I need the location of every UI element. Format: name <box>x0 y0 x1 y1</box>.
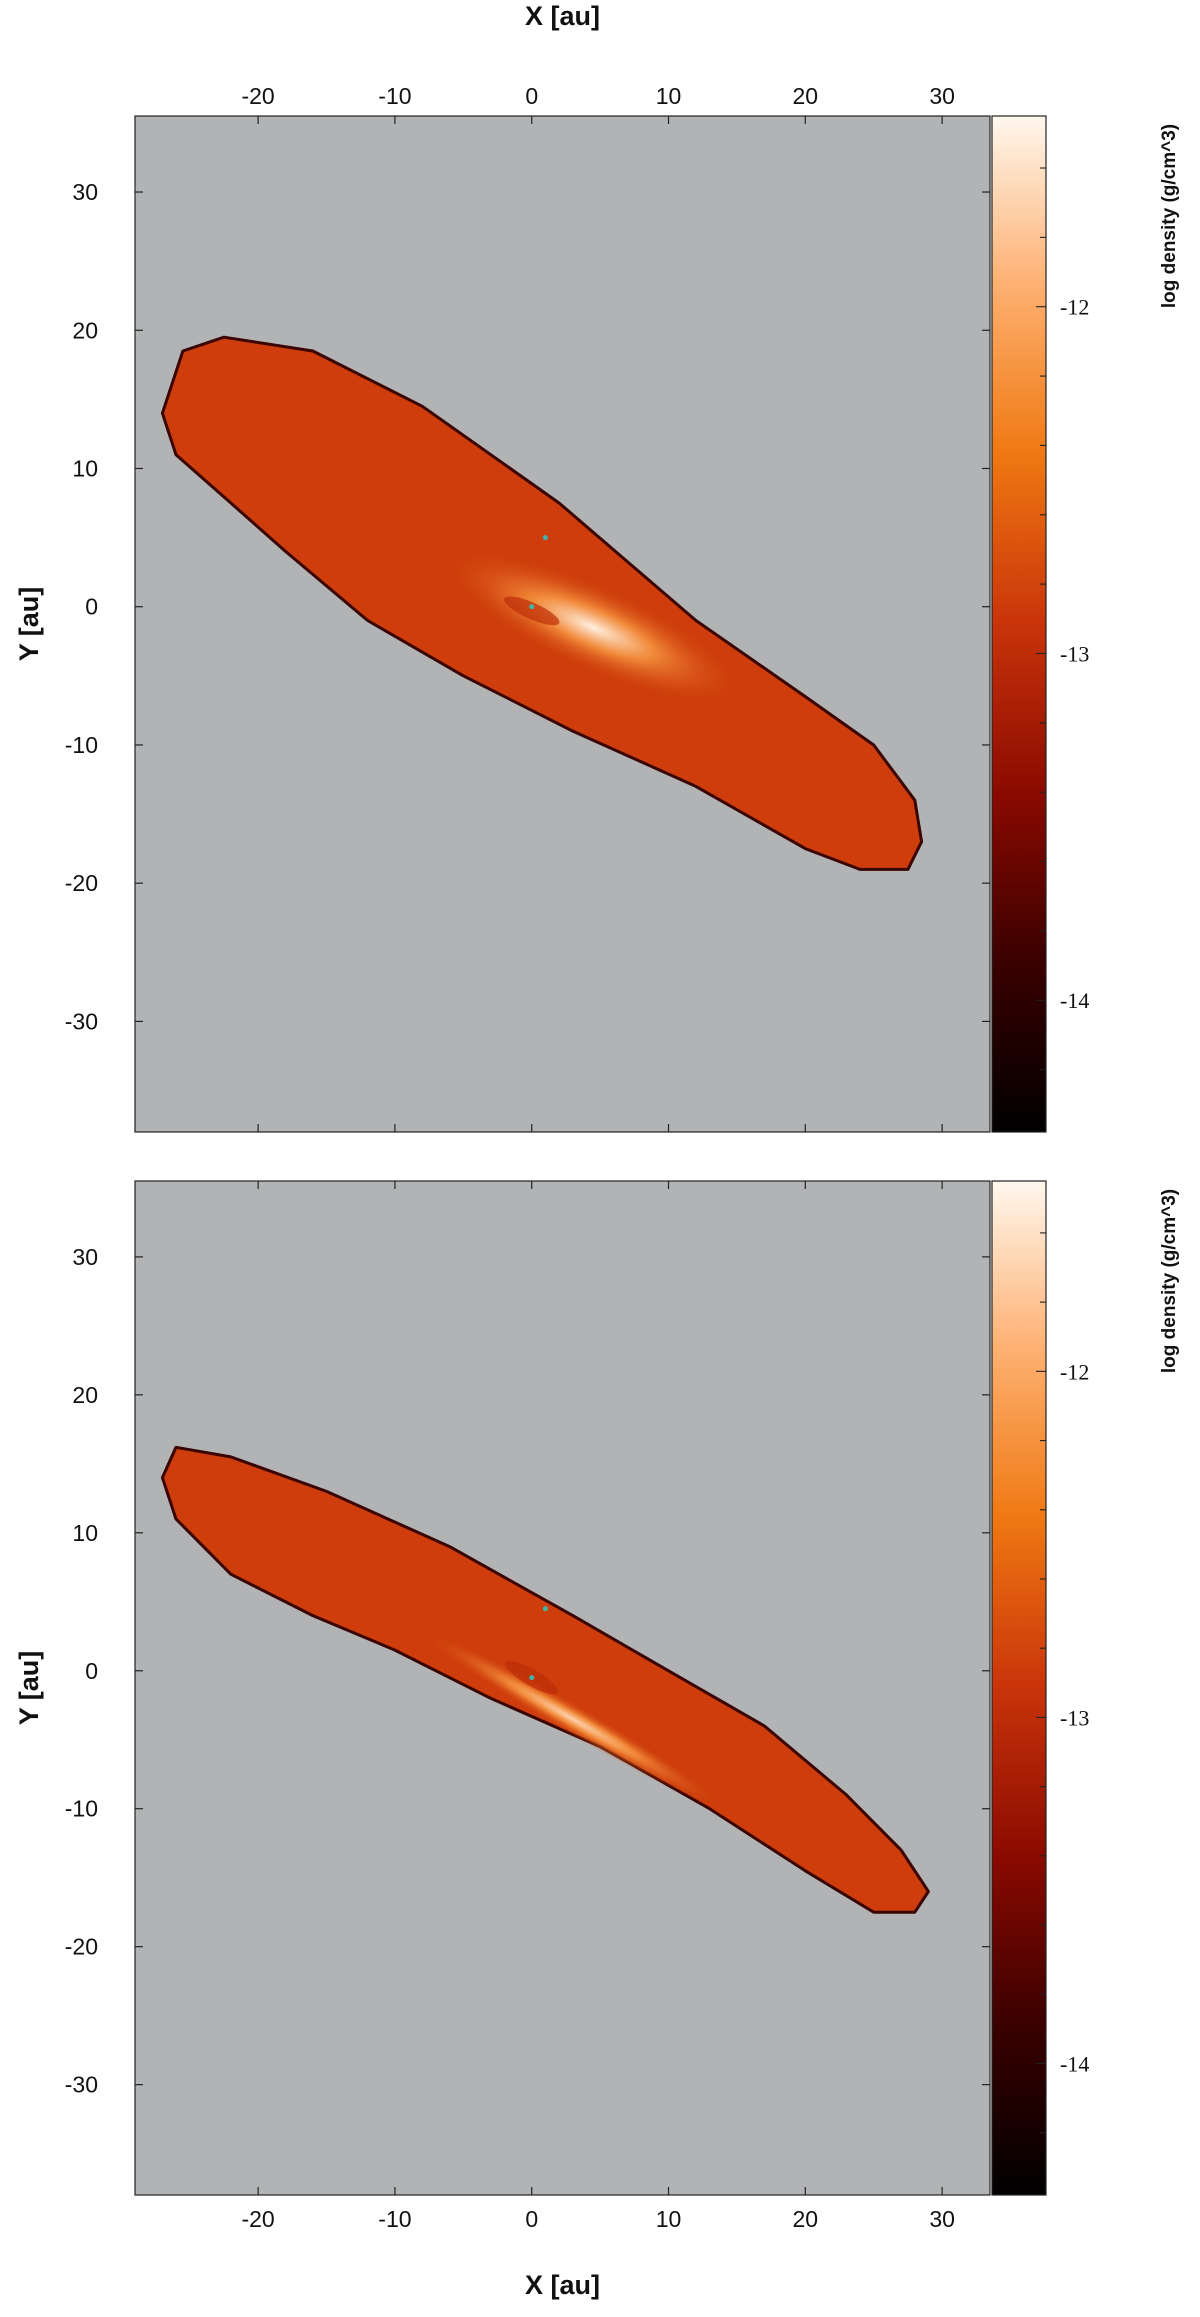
x-tick-label: -20 <box>241 2206 274 2232</box>
y-tick-label: 20 <box>72 317 98 343</box>
y-axis-title: Y [au] <box>14 1651 44 1726</box>
disk-central-spot <box>504 596 560 626</box>
x-tick-label: -20 <box>241 83 274 109</box>
plot-frame <box>134 115 991 1133</box>
x-tick-label: 10 <box>656 2206 682 2232</box>
colorbar-tick-label: -12 <box>1060 1359 1089 1384</box>
y-tick-label: -20 <box>65 870 98 896</box>
colorbar-tick-label: -13 <box>1060 1705 1089 1730</box>
y-tick-label: -20 <box>65 1934 98 1960</box>
top-panel: -20 -10 0 10 20 30 30 20 10 0 -10 -20 -30 X [au] Y [au… <box>14 1 1180 1133</box>
y-axis-title: Y [au] <box>14 587 44 662</box>
y-tick-label: 30 <box>72 179 98 205</box>
marker-point <box>542 1606 548 1612</box>
y-tick-label: 0 <box>85 1658 98 1684</box>
disk-bright-core <box>418 1629 727 1809</box>
bottom-panel: -20 -10 0 10 20 30 30 20 10 0 -10 -20 -30 X [au] Y [au… <box>14 1180 1180 2300</box>
colorbar-tick-label: -12 <box>1060 295 1089 320</box>
colorbar-tick-label: -13 <box>1060 641 1089 666</box>
colorbar <box>991 115 1047 1133</box>
x-tick-label: 20 <box>793 2206 819 2232</box>
marker-point <box>529 604 535 610</box>
x-tick-label: 10 <box>656 83 682 109</box>
colorbar <box>991 1180 1047 2196</box>
colorbar-tick-label: -14 <box>1060 988 1089 1013</box>
colorbar-tick-label: -14 <box>1060 2051 1089 2076</box>
marker-point <box>529 1675 535 1681</box>
disk-bright-core <box>442 549 745 706</box>
x-tick-label: -10 <box>378 83 411 109</box>
y-tick-label: -10 <box>65 1796 98 1822</box>
y-tick-label: 10 <box>72 1520 98 1546</box>
x-tick-label: 0 <box>525 2206 538 2232</box>
x-axis-title: X [au] <box>525 1 600 31</box>
y-tick-label: -10 <box>65 732 98 758</box>
marker-point <box>542 535 548 541</box>
colorbar-title: log density (g/cm^3) <box>1159 124 1180 308</box>
y-tick-label: 20 <box>72 1382 98 1408</box>
x-tick-label: 0 <box>525 83 538 109</box>
x-tick-label: -10 <box>378 2206 411 2232</box>
x-tick-label: 30 <box>929 2206 955 2232</box>
y-tick-label: -30 <box>65 1008 98 1034</box>
y-tick-label: 10 <box>72 455 98 481</box>
x-tick-label: 30 <box>929 83 955 109</box>
y-tick-label: 0 <box>85 594 98 620</box>
plot-frame <box>134 1180 991 2196</box>
x-tick-label: 20 <box>793 83 819 109</box>
y-tick-label: -30 <box>65 2072 98 2098</box>
colorbar-title: log density (g/cm^3) <box>1159 1189 1180 1373</box>
x-axis-title: X [au] <box>525 2270 600 2300</box>
y-tick-label: 30 <box>72 1244 98 1270</box>
